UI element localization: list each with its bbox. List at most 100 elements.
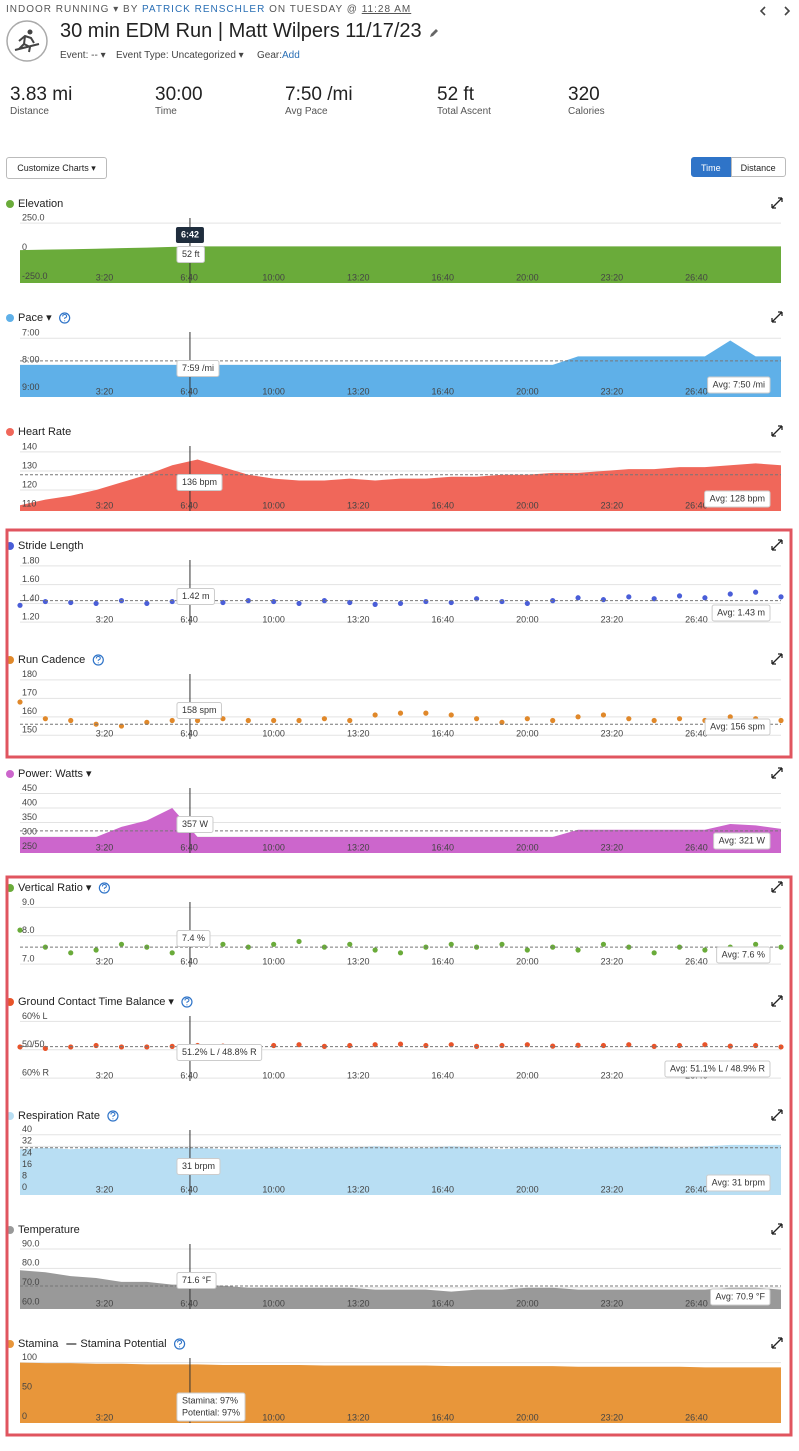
toggle-distance[interactable]: Distance: [730, 157, 786, 177]
help-icon[interactable]: [59, 312, 71, 324]
data-point: [727, 591, 733, 597]
y-tick-label: 60% R: [22, 1068, 50, 1078]
data-point: [194, 717, 201, 724]
y-tick-label: -250.0: [22, 271, 48, 281]
customize-charts[interactable]: Customize Charts ▾: [6, 157, 107, 179]
data-point: [524, 1042, 530, 1048]
help-icon[interactable]: [92, 654, 104, 666]
x-tick-label: 10:00: [262, 956, 285, 966]
y-tick-label: 7:00: [22, 328, 40, 338]
expand-icon[interactable]: [771, 881, 783, 893]
data-point: [17, 699, 23, 705]
y-tick-label: 400: [22, 797, 37, 807]
data-point: [271, 1042, 277, 1049]
tooltip: 31 brpm: [182, 1161, 215, 1171]
data-point: [347, 599, 353, 606]
help-glyph: [110, 1111, 116, 1120]
nav-arrows[interactable]: [756, 4, 796, 18]
time-link[interactable]: 11:28 AM: [361, 4, 412, 15]
y-tick-label: 300: [22, 826, 37, 836]
area: [20, 807, 781, 853]
toggle-time[interactable]: Time: [691, 157, 731, 177]
x-tick-label: 3:20: [96, 500, 114, 510]
data-point: [600, 597, 607, 603]
data-point: [296, 600, 302, 607]
activity-type[interactable]: INDOOR RUNNING ▾: [6, 4, 120, 15]
data-point: [651, 1043, 657, 1049]
chart-title: Vertical Ratio ▾: [18, 882, 92, 894]
x-tick-label: 3:20: [96, 842, 114, 852]
legend-dot: [6, 200, 14, 208]
avg-label: Avg: 7.6 %: [722, 949, 765, 959]
data-point: [271, 598, 277, 605]
x-tick-label: 23:20: [601, 386, 624, 396]
data-point: [372, 712, 378, 718]
stat-value: 52 ft: [437, 84, 474, 105]
data-point: [626, 944, 632, 950]
data-point: [499, 719, 505, 725]
event[interactable]: Event: -- ▾: [60, 50, 106, 61]
data-point: [676, 593, 683, 599]
x-tick-label: 16:40: [432, 272, 455, 282]
help-icon[interactable]: [98, 882, 110, 894]
avg-label: Avg: 51.1% L / 48.9% R: [670, 1063, 766, 1073]
x-tick-label: 23:20: [601, 728, 624, 738]
cursor-time-box: [175, 227, 204, 243]
x-tick-label: 16:40: [432, 500, 455, 510]
edit-icon[interactable]: [428, 27, 440, 39]
tooltip: 7:59 /mi: [182, 363, 214, 373]
tooltip-box: [176, 474, 223, 491]
expand-icon[interactable]: [771, 539, 783, 551]
data-point: [448, 1042, 454, 1048]
cursor-time: 6:42: [181, 229, 199, 239]
expand-icon[interactable]: [771, 1337, 783, 1349]
y-tick-label: 8:00: [22, 355, 40, 365]
chart: Ground Contact Time Balance ▾ 60% L 50/50 6…: [6, 995, 784, 1081]
x-tick-label: 10:00: [262, 272, 285, 282]
x-tick-label: 6:40: [180, 386, 198, 396]
expand-icon[interactable]: [771, 311, 783, 323]
y-tick-label: 100: [22, 1352, 37, 1362]
y-tick-label: 16: [22, 1159, 32, 1169]
data-point: [702, 1042, 708, 1048]
x-tick-label: 23:20: [601, 956, 624, 966]
author-link[interactable]: PATRICK RENSCHLER: [141, 4, 266, 15]
event-type[interactable]: Event Type: Uncategorized ▾: [116, 50, 244, 61]
gear-add[interactable]: Add: [282, 50, 300, 61]
data-point: [499, 598, 505, 605]
area: [20, 340, 781, 397]
x-tick-label: 20:00: [516, 272, 539, 282]
chart: Run Cadence 180 170 160 150 3:20 6:40 10:00 13:2…: [6, 653, 784, 739]
stat-value: 320: [568, 84, 600, 105]
x-tick-label: 13:20: [347, 614, 370, 624]
expand-icon[interactable]: [771, 1109, 783, 1121]
help-icon[interactable]: [181, 996, 193, 1008]
chart-title: Ground Contact Time Balance ▾: [18, 996, 174, 1008]
expand-icon[interactable]: [771, 1223, 783, 1235]
data-point: [626, 1042, 632, 1048]
y-tick-label: 110: [22, 498, 36, 508]
tooltip-box: [176, 702, 222, 719]
expand-icon[interactable]: [771, 767, 783, 779]
stat-label: Calories: [568, 106, 605, 117]
data-point: [169, 950, 175, 956]
data-point: [321, 716, 327, 722]
expand-icon[interactable]: [771, 653, 783, 665]
data-point: [778, 717, 784, 724]
area: [20, 1270, 781, 1309]
chart: Pace ▾ 7:00 8:00 9:00 3:20 6:40 10:00 13:20 16:4…: [6, 311, 783, 397]
x-tick-label: 3:20: [96, 1070, 114, 1080]
expand-icon[interactable]: [771, 425, 783, 437]
x-tick-label: 13:20: [347, 728, 370, 738]
help-icon[interactable]: [107, 1110, 119, 1122]
expand-icon[interactable]: [771, 995, 783, 1007]
expand-icon[interactable]: [771, 197, 783, 209]
stat: 7:50 /mi Avg Pace: [285, 84, 353, 117]
y-tick-label: 1.20: [22, 612, 40, 622]
data-point: [550, 1043, 556, 1049]
activity-title[interactable]: 30 min EDM Run | Matt Wilpers 11/17/23: [60, 20, 422, 42]
help-icon[interactable]: [173, 1338, 186, 1350]
data-point: [296, 938, 302, 945]
tooltip: 71.6 °F: [182, 1275, 212, 1285]
